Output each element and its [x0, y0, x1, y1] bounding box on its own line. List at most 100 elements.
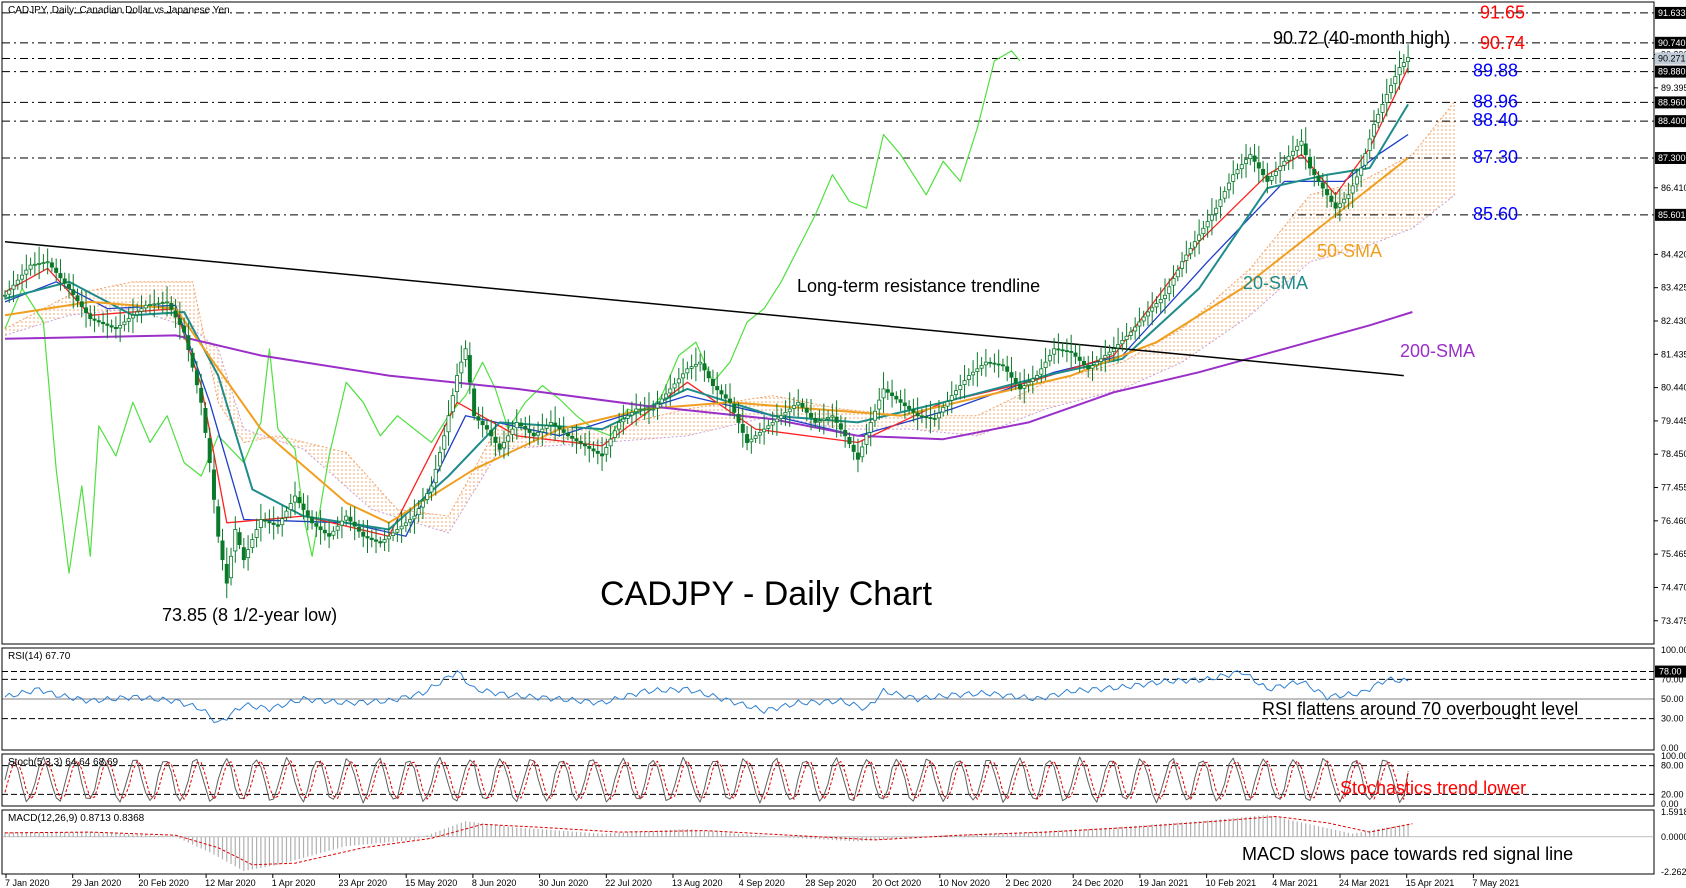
support-label-3: 87.30 [1473, 147, 1518, 167]
candle-body [130, 314, 135, 319]
candle-body [638, 408, 643, 411]
candle-body [11, 284, 16, 290]
candle-body [1073, 352, 1078, 357]
candle-body [463, 348, 468, 360]
y-tick-label-8: 81.435 [1661, 349, 1686, 359]
candle-body [817, 420, 822, 423]
support-label-1: 88.96 [1473, 91, 1518, 111]
candle-body [1248, 154, 1253, 160]
candle-body [651, 408, 656, 411]
stoch-tick-label-0: 100.00 [1661, 751, 1686, 761]
candle-body [548, 422, 553, 426]
candle-body [480, 420, 485, 426]
candle-body [1316, 175, 1321, 182]
candle-body [1269, 175, 1274, 181]
candle-body [292, 495, 297, 503]
trendline-label: Long-term resistance trendline [797, 276, 1040, 296]
candle-body [954, 390, 959, 396]
rsi-header: RSI(14) 67.70 [8, 651, 71, 662]
candle-body [199, 387, 204, 403]
candle-body [237, 532, 242, 546]
macd-header: MACD(12,26,9) 0.8713 0.8368 [8, 813, 145, 824]
candle-body [885, 389, 890, 393]
candle-body [527, 429, 532, 433]
time-axis: 7 Jan 2020 29 Jan 2020 20 Feb 2020 12 Mar 2… [5, 874, 1519, 888]
stoch-tick-label-1: 80.00 [1661, 761, 1684, 771]
macd-signal-line [4, 816, 1413, 866]
candle-body [459, 361, 464, 374]
candle-body [1171, 278, 1176, 286]
candle-body [267, 521, 272, 524]
candle-body [1035, 375, 1040, 379]
candle-body [864, 434, 869, 445]
candle-body [75, 295, 80, 301]
candle-body [740, 424, 745, 433]
rsi-tick-label-0: 100.00 [1661, 645, 1686, 655]
y-tick-label-7: 80.440 [1661, 383, 1686, 393]
candle-body [425, 493, 430, 500]
candle-body [902, 402, 907, 407]
rsi-tick-label-2: 70.00 [1661, 674, 1684, 684]
candle-body [1325, 189, 1330, 196]
candle-body [305, 510, 310, 517]
x-tick-label-22: 7 May 2021 [1472, 878, 1519, 888]
candle-body [101, 321, 106, 325]
candle-body [868, 422, 873, 433]
candle-body [233, 529, 238, 552]
candle-body [672, 383, 677, 389]
candle-body [911, 409, 916, 413]
candle-body [352, 521, 357, 527]
candle-body [1295, 145, 1300, 151]
candle-body [1290, 150, 1295, 156]
y-tick-label-0: 73.475 [1661, 616, 1686, 626]
candle-body [467, 355, 472, 383]
candle-body [15, 279, 20, 285]
x-tick-label-21: 15 Apr 2021 [1406, 878, 1455, 888]
candle-body [113, 326, 118, 330]
candle-body [642, 408, 647, 411]
candle-body [629, 411, 634, 416]
candle-body [501, 442, 506, 449]
candle-body [736, 413, 741, 423]
candle-body [1141, 316, 1146, 322]
candle-body [570, 435, 575, 439]
candle-body [1128, 331, 1133, 336]
candle-body [1069, 351, 1074, 353]
candle-body [1099, 358, 1104, 362]
macd-annotation: MACD slows pace towards red signal line [1242, 844, 1573, 864]
candle-body [710, 378, 715, 387]
candle-body [689, 366, 694, 369]
candle-body [519, 422, 524, 427]
x-tick-label-19: 4 Mar 2021 [1272, 878, 1318, 888]
candle-body [288, 503, 293, 511]
candle-body [1005, 366, 1010, 372]
candle-body [1261, 168, 1266, 176]
candle-body [578, 440, 583, 444]
candle-body [1256, 162, 1261, 169]
candle-body [565, 432, 570, 437]
candle-body [1342, 198, 1347, 204]
candle-body [66, 283, 71, 289]
candle-body [1205, 221, 1210, 228]
tenkan-line [4, 67, 1409, 537]
candle-body [1389, 85, 1394, 93]
candle-body [1026, 381, 1031, 386]
level-lines [2, 12, 1654, 216]
candlesticks [3, 44, 1411, 599]
x-tick-label-13: 20 Oct 2020 [872, 878, 921, 888]
candle-body [216, 506, 221, 537]
candle-body [907, 405, 912, 410]
candle-body [1018, 383, 1023, 390]
candle-body [932, 418, 937, 420]
candle-body [263, 519, 268, 522]
candle-body [420, 500, 425, 508]
candle-body [284, 510, 289, 518]
candle-body [1197, 234, 1202, 241]
candle-body [1209, 214, 1214, 221]
candle-body [936, 412, 941, 419]
candle-body [408, 519, 413, 523]
candle-body [143, 304, 148, 309]
